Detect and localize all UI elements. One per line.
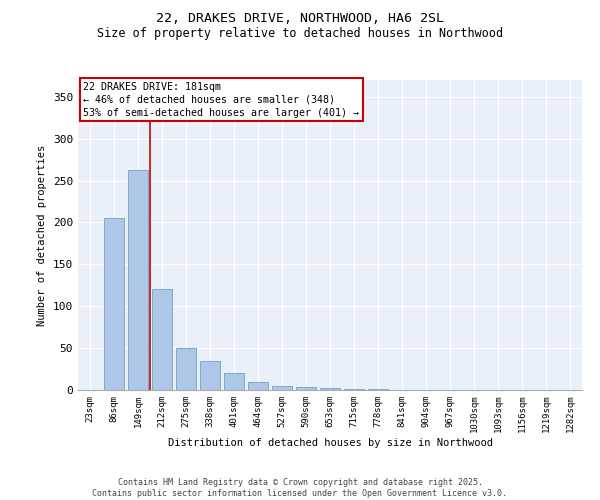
Bar (152, 290, 172, 390)
Bar (176, 348, 196, 390)
Bar (248, 382, 268, 390)
Y-axis label: Number of detached properties: Number of detached properties (37, 144, 47, 326)
Bar (128, 170, 148, 390)
Text: 22 DRAKES DRIVE: 181sqm
← 46% of detached houses are smaller (348)
53% of semi-d: 22 DRAKES DRIVE: 181sqm ← 46% of detache… (83, 82, 359, 118)
Text: 22, DRAKES DRIVE, NORTHWOOD, HA6 2SL: 22, DRAKES DRIVE, NORTHWOOD, HA6 2SL (156, 12, 444, 26)
Bar (296, 388, 316, 390)
Bar (320, 388, 340, 390)
Bar (344, 389, 364, 390)
Bar (368, 389, 388, 390)
Bar (272, 386, 292, 390)
Bar (104, 218, 124, 390)
Bar (200, 360, 220, 390)
Text: Size of property relative to detached houses in Northwood: Size of property relative to detached ho… (97, 28, 503, 40)
Bar (224, 373, 244, 390)
X-axis label: Distribution of detached houses by size in Northwood: Distribution of detached houses by size … (167, 438, 493, 448)
Text: Contains HM Land Registry data © Crown copyright and database right 2025.
Contai: Contains HM Land Registry data © Crown c… (92, 478, 508, 498)
